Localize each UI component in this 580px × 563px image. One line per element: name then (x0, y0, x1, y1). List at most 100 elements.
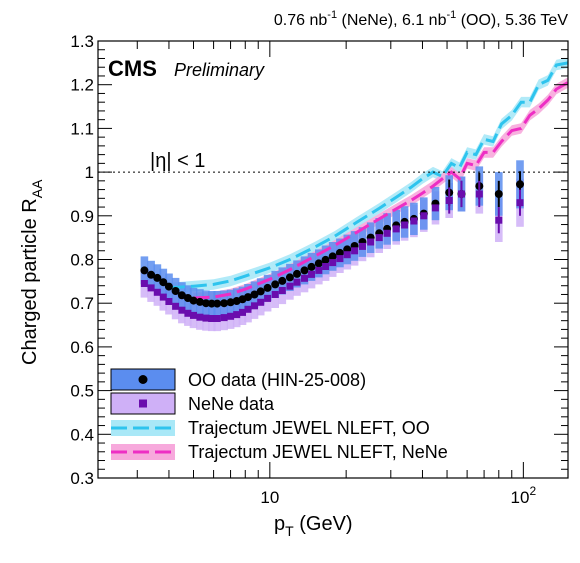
data-point-nene-36 (383, 229, 391, 237)
legend-trajectum-oo-label: Trajectum JEWEL NLEFT, OO (188, 418, 430, 438)
legend-trajectum-nene-label: Trajectum JEWEL NLEFT, NeNe (188, 442, 448, 462)
y-tick-label-0.6: 0.6 (70, 338, 94, 357)
data-point-nene-30 (336, 255, 344, 263)
data-point-nene-7 (184, 309, 192, 317)
data-point-oo-8 (189, 296, 198, 305)
data-point-nene-20 (264, 294, 272, 302)
data-point-oo-3 (159, 278, 168, 287)
data-point-nene-34 (367, 238, 375, 246)
lumi-nene-exp: -1 (327, 9, 337, 21)
x-axis-title-sub: T (285, 523, 294, 539)
data-point-nene-5 (172, 302, 180, 310)
data-point-oo-6 (177, 291, 186, 300)
legend-entry-oo-data: OO data (HIN-25-008) (110, 368, 366, 391)
data-point-oo-1 (147, 270, 156, 279)
model-bands (168, 57, 568, 304)
y-tick-label-1.2: 1.2 (70, 76, 94, 95)
data-point-nene-39 (410, 217, 418, 225)
legend-entry-trajectum-nene: Trajectum JEWEL NLEFT, NeNe (111, 442, 448, 462)
data-point-oo-24 (293, 269, 301, 278)
y-tick-label-0.4: 0.4 (70, 425, 94, 444)
legend-nene-data-label: NeNe data (188, 394, 275, 414)
data-point-oo-22 (278, 276, 287, 285)
axis-ticks (98, 40, 568, 479)
y-axis-title: Charged particle RAA (19, 179, 45, 365)
x-tick-label-base-100: 10 (511, 488, 530, 507)
data-point-nene-10 (202, 314, 210, 322)
legend-oo-data-label: OO data (HIN-25-008) (188, 370, 366, 390)
model-band-trajectum-oo (168, 57, 568, 294)
lumi-nene-value: 0.76 nb (274, 12, 327, 29)
data-point-oo-12 (213, 299, 222, 308)
data-point-oo-11 (207, 299, 216, 308)
data-point-nene-28 (322, 263, 330, 270)
x-tick-label-10: 10 (260, 488, 279, 507)
y-tick-label-0.8: 0.8 (70, 251, 94, 270)
data-point-nene-23 (286, 282, 294, 290)
data-point-nene-16 (239, 308, 246, 316)
data-point-oo-23 (285, 273, 294, 282)
data-point-oo-10 (202, 299, 210, 308)
data-point-nene-19 (257, 298, 265, 306)
model-line-trajectum-nene (193, 81, 569, 300)
x-axis-title: pT (GeV) (274, 513, 353, 539)
model-lines (168, 61, 569, 300)
data-point-oo-25 (300, 266, 309, 275)
data-point-nene-44 (475, 190, 483, 198)
eta-selection-label: |η| < 1 (150, 150, 205, 172)
y-tick-label-0.3: 0.3 (70, 469, 94, 488)
data-point-oo-30 (335, 248, 344, 257)
data-point-nene-25 (301, 274, 308, 282)
data-point-oo-5 (171, 287, 180, 295)
data-point-oo-2 (153, 273, 162, 282)
data-point-oo-19 (256, 287, 265, 296)
data-point-nene-17 (244, 305, 252, 313)
legend-entry-trajectum-oo: Trajectum JEWEL NLEFT, OO (111, 418, 430, 438)
data-point-nene-13 (220, 314, 228, 322)
data-point-nene-22 (278, 287, 286, 294)
y-tick-label-0.9: 0.9 (70, 207, 94, 226)
data-point-nene-9 (196, 313, 204, 321)
data-point-nene-33 (359, 242, 366, 250)
data-point-oo-26 (307, 262, 316, 271)
lumi-nene-tag: (NeNe), (337, 12, 402, 29)
data-point-nene-38 (401, 221, 409, 229)
data-point-nene-26 (308, 270, 315, 278)
data-point-oo-46 (516, 180, 524, 189)
data-point-nene-24 (293, 278, 301, 286)
data-point-nene-46 (516, 199, 524, 207)
lumi-oo-tag: (OO), 5.36 TeV (456, 12, 568, 29)
legend-oo-data-circle-marker (138, 375, 148, 384)
data-point-nene-29 (329, 259, 337, 267)
data-point-oo-28 (321, 255, 330, 264)
data-point-oo-45 (494, 190, 503, 198)
data-point-nene-3 (159, 293, 167, 301)
x-tick-label-exp-100: 2 (529, 484, 536, 498)
y-tick-label-1: 1 (85, 163, 94, 182)
data-point-nene-41 (431, 204, 439, 212)
systematic-boxes (140, 160, 524, 332)
data-point-nene-0 (140, 280, 148, 287)
lumi-oo-value: 6.1 nb (402, 12, 447, 29)
data-point-oo-9 (195, 297, 204, 306)
x-tick-label-100: 102 (511, 484, 537, 507)
data-point-oo-13 (220, 299, 229, 308)
data-point-nene-1 (147, 284, 155, 292)
y-axis-title-sub: AA (29, 179, 45, 198)
data-point-oo-0 (140, 266, 149, 275)
data-point-nene-2 (153, 288, 161, 296)
x-tick-label-base-10: 10 (260, 488, 279, 507)
data-point-nene-12 (213, 315, 221, 322)
data-point-oo-27 (314, 259, 323, 268)
data-point-nene-18 (251, 302, 258, 310)
preliminary-label: Preliminary (174, 60, 265, 80)
legend-entry-nene-data: NeNe data (110, 392, 275, 415)
data-point-nene-32 (351, 247, 359, 255)
legend-nene-data-square-marker (139, 399, 147, 408)
y-tick-label-1.1: 1.1 (70, 119, 94, 138)
x-axis-title-unit: (GeV) (294, 513, 353, 535)
data-point-oo-20 (263, 283, 272, 292)
data-point-nene-27 (315, 266, 323, 274)
data-point-nene-21 (271, 291, 279, 298)
